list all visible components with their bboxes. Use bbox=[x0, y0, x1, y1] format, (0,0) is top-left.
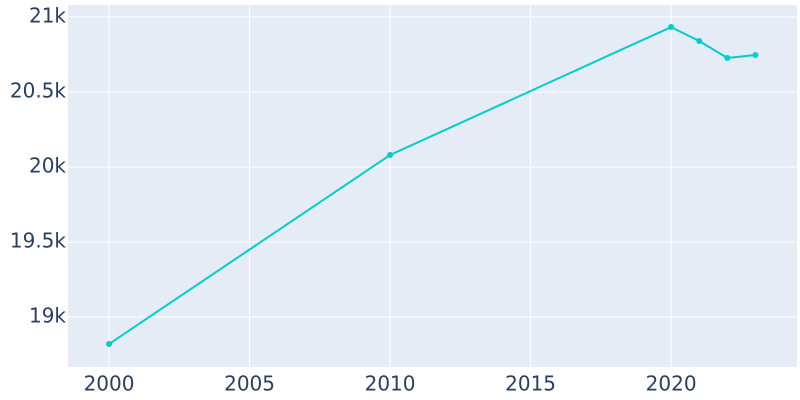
point bbox=[387, 152, 394, 159]
point bbox=[668, 24, 675, 31]
point bbox=[696, 38, 703, 45]
x-tick-label: 2005 bbox=[224, 372, 275, 396]
line bbox=[108, 25, 756, 345]
y-tick-label: 20.5k bbox=[10, 79, 67, 103]
point bbox=[106, 341, 113, 348]
y-tick-label: 20k bbox=[29, 154, 66, 178]
y-tick-label: 19.5k bbox=[10, 229, 67, 253]
point bbox=[752, 51, 759, 58]
y-tick-label: 21k bbox=[29, 4, 66, 28]
point bbox=[724, 54, 731, 61]
x-tick-label: 2010 bbox=[365, 372, 416, 396]
x-tick-label: 2000 bbox=[84, 372, 135, 396]
y-tick-label: 19k bbox=[29, 304, 66, 328]
plot-area bbox=[68, 5, 797, 367]
x-tick-label: 2020 bbox=[646, 372, 697, 396]
x-tick-label: 2015 bbox=[505, 372, 556, 396]
